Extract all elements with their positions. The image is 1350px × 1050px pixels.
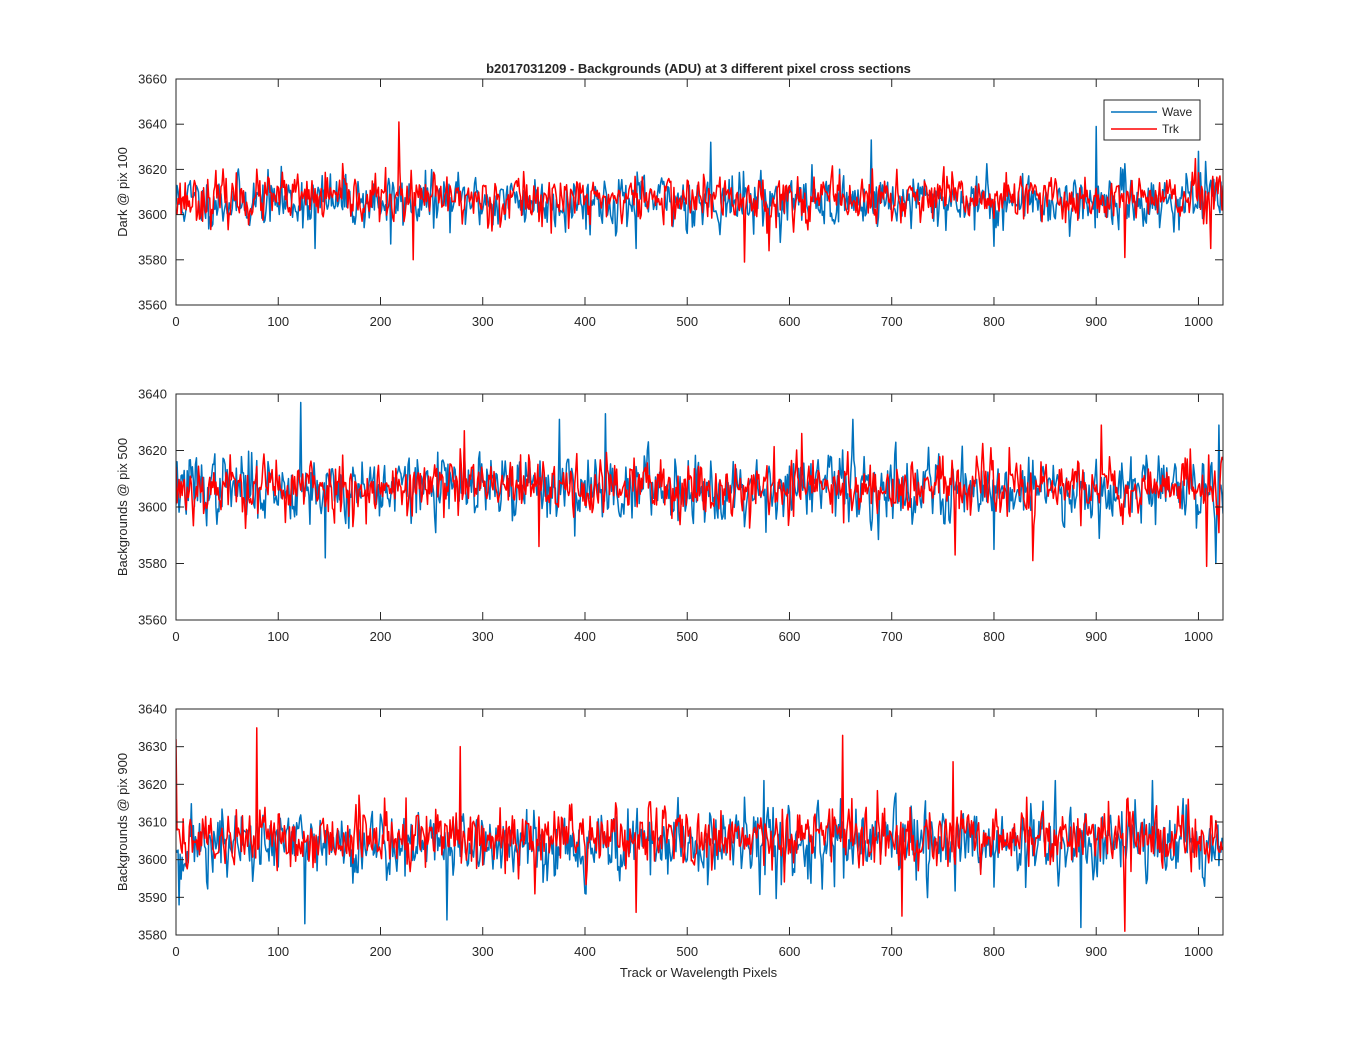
x-tick-label: 500 xyxy=(676,314,698,329)
legend-label-wave: Wave xyxy=(1162,105,1193,119)
x-tick-label: 100 xyxy=(267,629,289,644)
y-axis-label: Backgrounds @ pix 900 xyxy=(115,753,130,891)
x-tick-label: 900 xyxy=(1085,629,1107,644)
x-tick-label: 100 xyxy=(267,314,289,329)
x-tick-label: 500 xyxy=(676,944,698,959)
x-tick-label: 200 xyxy=(370,944,392,959)
x-tick-label: 700 xyxy=(881,944,903,959)
panel-2: 0 100 200 300 400 500 600 700 800 900 1000 3560 3580… xyxy=(115,387,1224,644)
y-tick-label: 3600 xyxy=(138,207,167,222)
y-tick-label: 3580 xyxy=(138,928,167,943)
x-tick-label: 300 xyxy=(472,629,494,644)
y-tick-label: 3600 xyxy=(138,500,167,515)
panels: 0 100 200 300 400 500 600 700 800 900 100035603580… xyxy=(115,72,1224,959)
y-tick-label: 3610 xyxy=(138,815,167,830)
x-tick-label: 400 xyxy=(574,944,596,959)
x-tick-label: 700 xyxy=(881,314,903,329)
x-tick-label: 0 xyxy=(172,629,179,644)
series-wave-line xyxy=(176,401,1223,565)
x-tick-label: 1000 xyxy=(1184,629,1213,644)
x-tick-label: 400 xyxy=(574,629,596,644)
y-axis-label: Dark @ pix 100 xyxy=(115,147,130,237)
y-tick-label: 3620 xyxy=(138,443,167,458)
y-tick-label: 3580 xyxy=(138,556,167,571)
plot-area xyxy=(176,394,1223,620)
x-tick-label: 400 xyxy=(574,314,596,329)
plot-area xyxy=(176,709,1223,935)
x-tick-label: 0 xyxy=(172,944,179,959)
y-tick-label: 3590 xyxy=(138,890,167,905)
y-tick-label: 3630 xyxy=(138,739,167,754)
y-tick-label: 3600 xyxy=(138,852,167,867)
x-tick-label: 200 xyxy=(370,314,392,329)
y-tick-label: 3640 xyxy=(138,702,167,717)
y-axis-label: Backgrounds @ pix 500 xyxy=(115,438,130,576)
x-tick-label: 900 xyxy=(1085,944,1107,959)
series-trk-line xyxy=(176,121,1223,263)
series-trk-line xyxy=(176,727,1223,932)
x-tick-label: 600 xyxy=(779,314,801,329)
x-axis-label: Track or Wavelength Pixels xyxy=(620,965,778,980)
y-tick-label: 3560 xyxy=(138,613,167,628)
x-tick-label: 700 xyxy=(881,629,903,644)
x-tick-label: 800 xyxy=(983,314,1005,329)
x-tick-label: 1000 xyxy=(1184,314,1213,329)
x-tick-label: 600 xyxy=(779,944,801,959)
x-tick-label: 800 xyxy=(983,629,1005,644)
x-tick-label: 1000 xyxy=(1184,944,1213,959)
panel-3: 0 100 200 300 400 500 600 700 800 900 1000 3580 3590… xyxy=(115,702,1224,959)
x-tick-label: 600 xyxy=(779,629,801,644)
x-tick-label: 200 xyxy=(370,629,392,644)
x-tick-label: 0 xyxy=(172,314,179,329)
x-tick-label: 500 xyxy=(676,629,698,644)
y-tick-label: 3560 xyxy=(138,298,167,313)
x-tick-label: 100 xyxy=(267,944,289,959)
x-tick-label: 900 xyxy=(1085,314,1107,329)
y-tick-label: 3620 xyxy=(138,162,167,177)
axes-frame xyxy=(175,78,1224,306)
panel-1: 0 100 200 300 400 500 600 700 800 900 1000 3560 3580… xyxy=(115,72,1224,329)
y-tick-label: 3580 xyxy=(138,252,167,267)
y-tick-label: 3620 xyxy=(138,777,167,792)
legend-box xyxy=(1103,99,1201,141)
x-tick-label: 300 xyxy=(472,944,494,959)
series-trk-line xyxy=(176,424,1223,568)
y-tick-label: 3660 xyxy=(138,72,167,87)
legend-label-trk: Trk xyxy=(1162,122,1180,136)
x-tick-label: 800 xyxy=(983,944,1005,959)
y-tick-label: 3640 xyxy=(138,387,167,402)
legend: Wave Trk xyxy=(1103,99,1201,141)
figure-title: b2017031209 - Backgrounds (ADU) at 3 dif… xyxy=(486,61,911,76)
x-tick-label: 300 xyxy=(472,314,494,329)
y-tick-label: 3640 xyxy=(138,117,167,132)
